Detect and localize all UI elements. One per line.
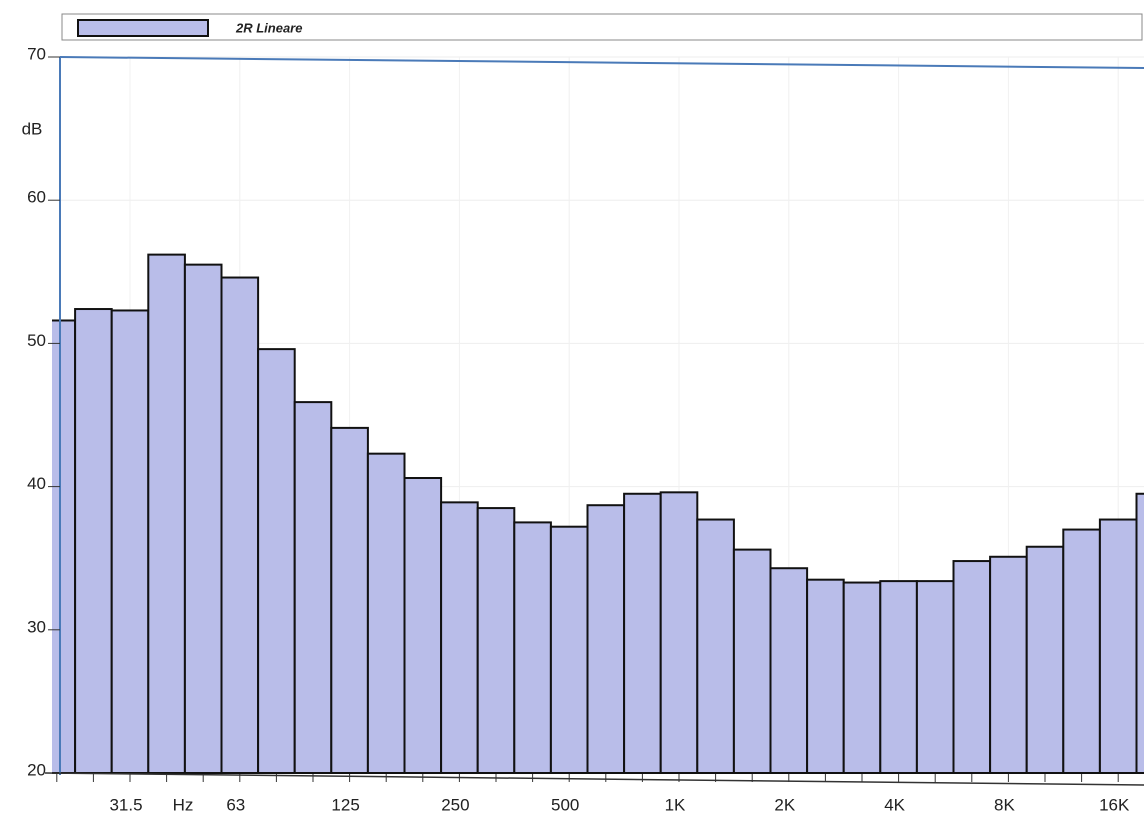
x-axis-label: Hz [173, 795, 194, 814]
bar [1098, 518, 1138, 775]
bar [440, 501, 479, 774]
y-tick-label: 50 [27, 331, 46, 350]
bar [513, 521, 552, 775]
x-tick-label: 1K [665, 795, 686, 814]
bars [52, 253, 1144, 775]
bar [732, 548, 772, 774]
bar [110, 309, 150, 774]
bar [147, 253, 186, 774]
y-axis-label: dB [22, 119, 43, 138]
bar [220, 276, 260, 774]
legend-swatch [77, 19, 209, 37]
bar [183, 263, 223, 774]
bar [879, 580, 918, 774]
bar [330, 426, 369, 774]
bar [52, 319, 77, 774]
axes: 20 30 40 50 60 70 31.5 63 125 250 500 1K 2K 4K 8K 16K [27, 44, 1130, 814]
x-tick-label: 8K [994, 795, 1015, 814]
y-tick-label: 70 [27, 44, 46, 63]
bar [586, 504, 626, 774]
bar [659, 491, 699, 774]
plot-top-border [59, 56, 1144, 69]
bar [366, 452, 406, 774]
x-tick-label: 2K [774, 795, 795, 814]
bar [806, 578, 845, 774]
y-tick-label: 30 [27, 617, 46, 636]
x-axis [44, 772, 1144, 786]
legend-label: 2R Lineare [235, 20, 302, 35]
bar [476, 507, 516, 774]
y-tick-label: 40 [27, 474, 46, 493]
bar [952, 560, 992, 775]
legend-box [61, 13, 1143, 41]
bar [293, 401, 333, 774]
x-tick-label: 31.5 [109, 795, 142, 814]
x-tick-label: 500 [551, 795, 579, 814]
bar [1062, 528, 1101, 774]
bar [74, 308, 113, 774]
bar [842, 581, 882, 774]
bar [257, 348, 296, 774]
legend: 2R Lineare [77, 19, 302, 37]
bar [915, 580, 955, 774]
y-tick-label: 60 [27, 188, 46, 207]
x-tick-label: 125 [331, 795, 359, 814]
bar [403, 477, 443, 774]
bar [989, 555, 1028, 774]
x-tick-label: 250 [441, 795, 469, 814]
y-tick-label: 20 [27, 760, 46, 779]
x-tick-label: 63 [226, 795, 245, 814]
bar [696, 518, 735, 775]
x-tick-label: 4K [884, 795, 905, 814]
bar [1135, 492, 1144, 774]
bar [1025, 545, 1065, 775]
bar [623, 492, 662, 774]
bar [769, 567, 809, 774]
x-tick-label: 16K [1099, 795, 1130, 814]
bar [549, 525, 589, 774]
